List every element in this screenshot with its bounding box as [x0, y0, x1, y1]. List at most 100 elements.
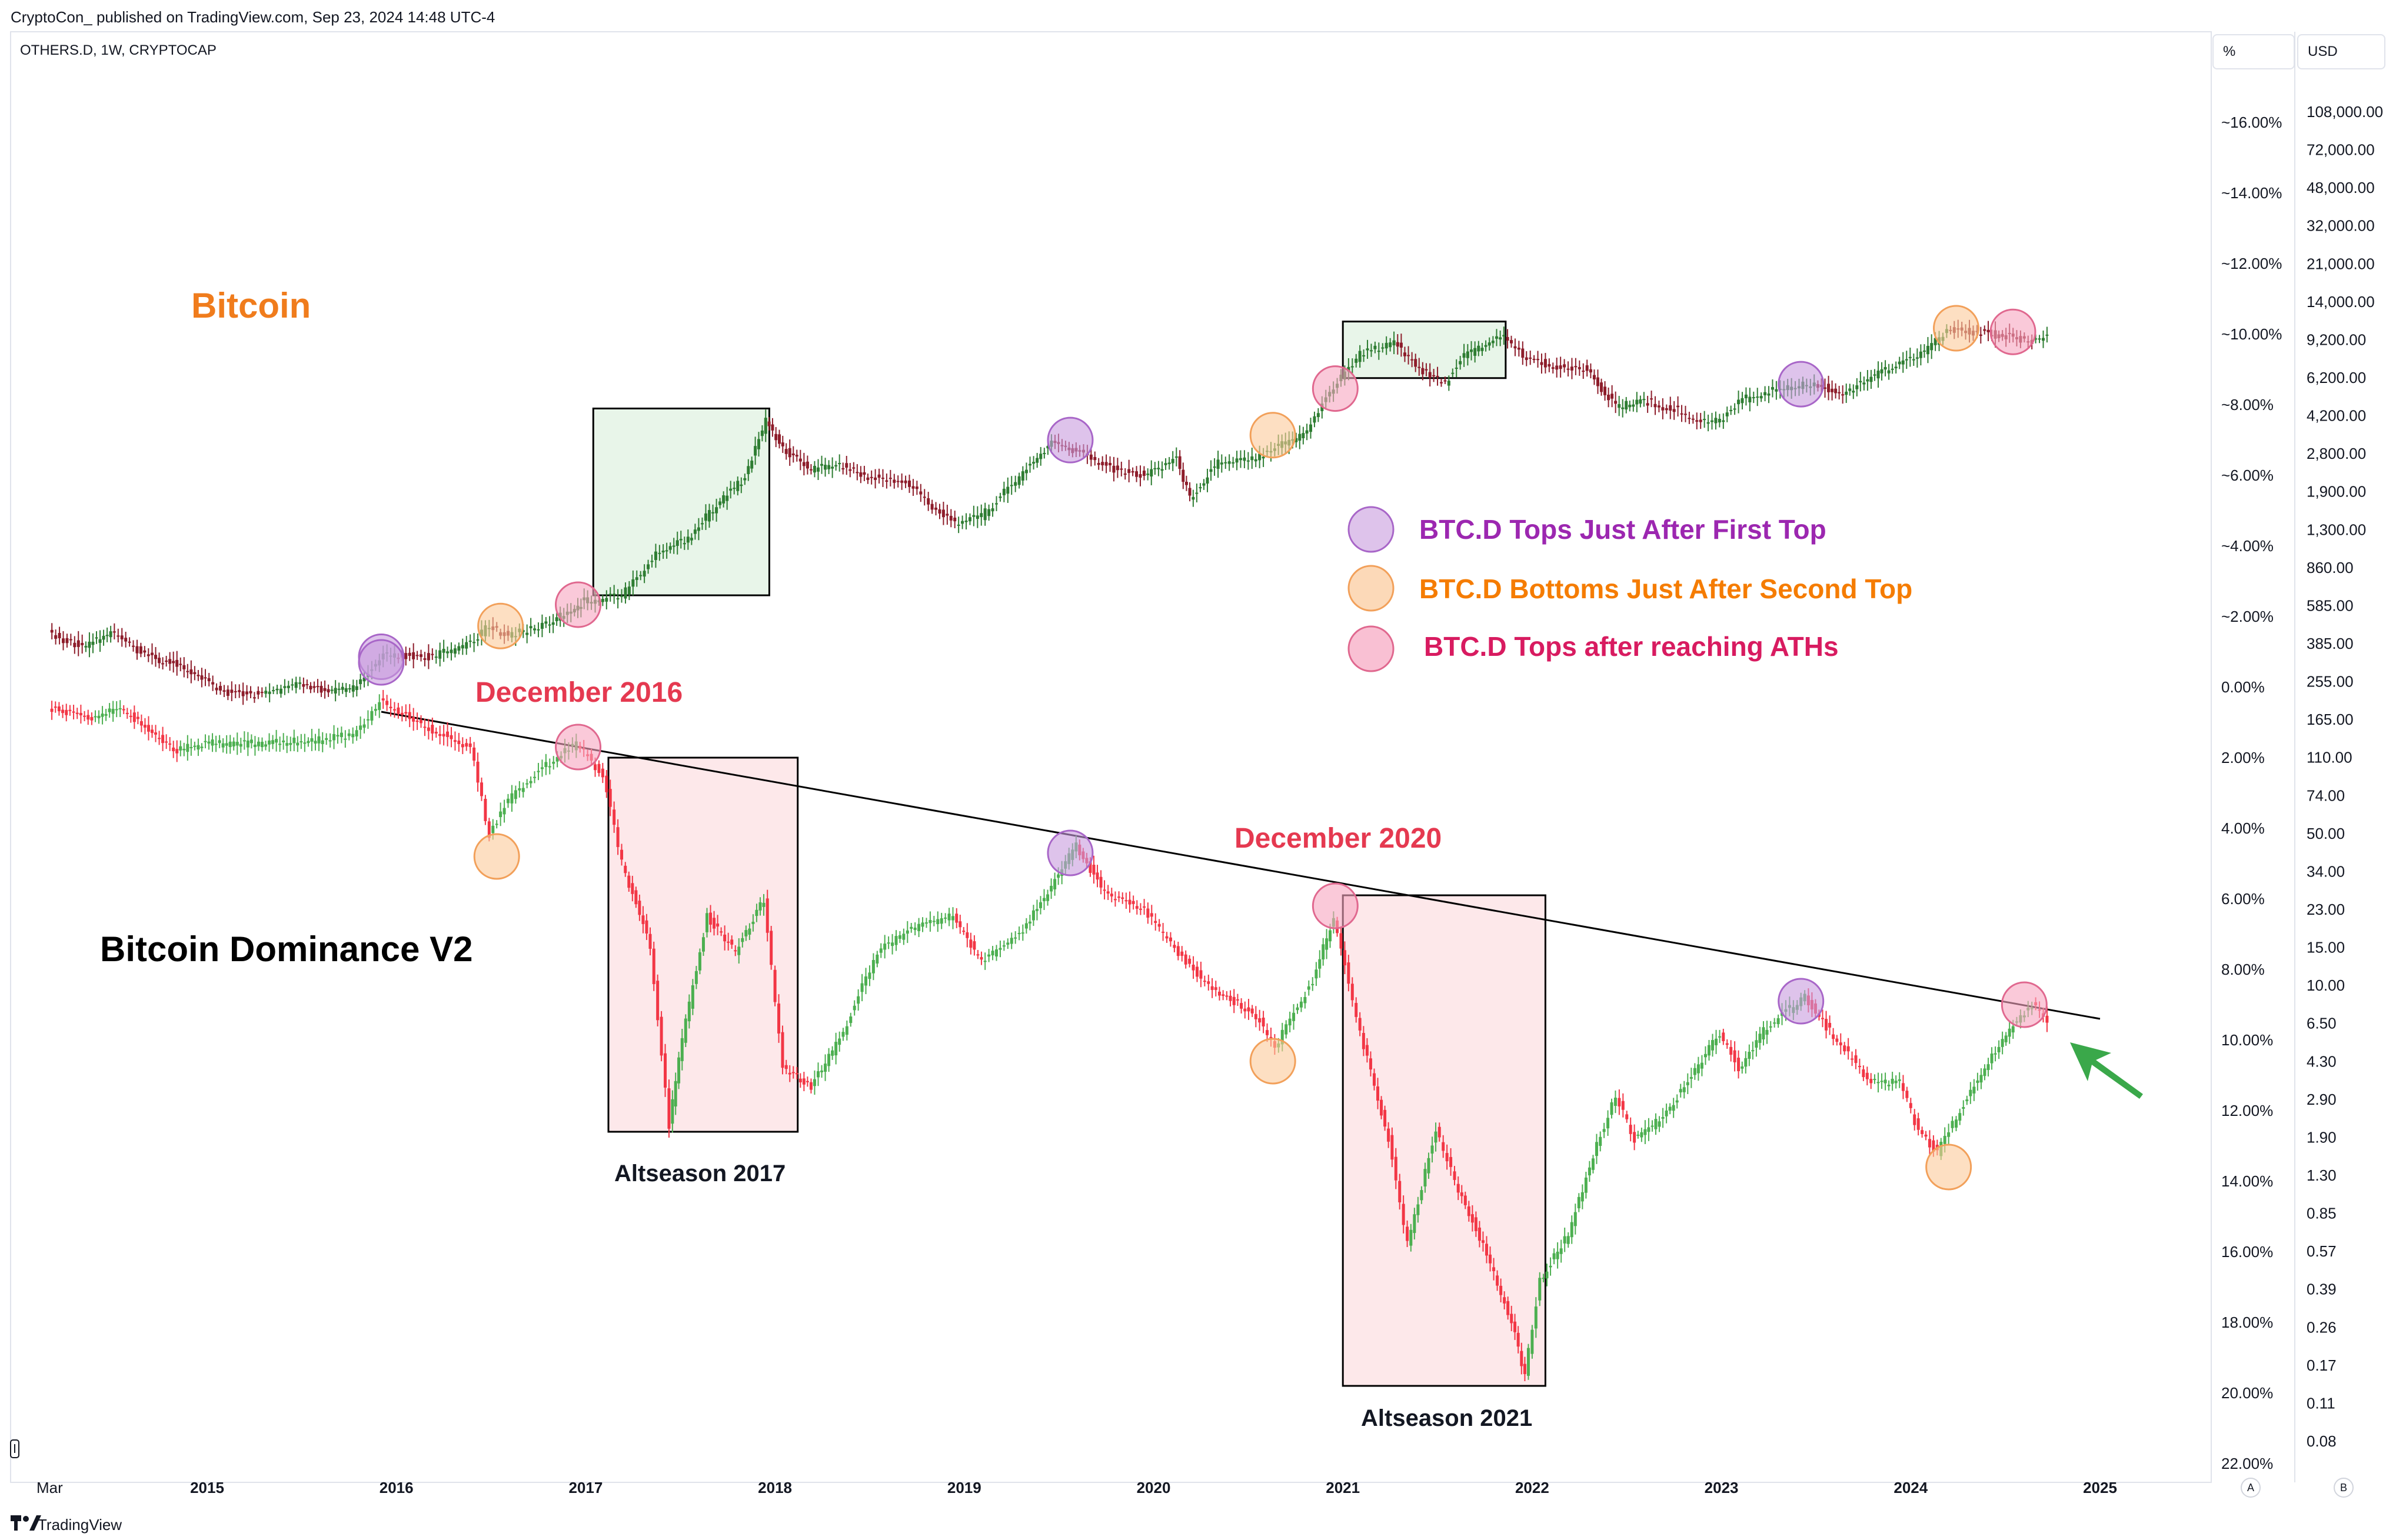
candle-body: [1924, 1134, 1928, 1137]
candle-body: [1146, 474, 1150, 475]
candle-body: [1407, 355, 1410, 356]
candle-body: [1160, 469, 1164, 471]
candle-body: [1506, 1301, 1510, 1315]
candle-body: [1017, 476, 1021, 485]
candle-body: [307, 741, 310, 744]
candle-body: [987, 954, 991, 957]
symbol-line[interactable]: OTHERS.D, 1W, CRYPTOCAP: [20, 42, 217, 58]
candle-body: [809, 469, 813, 471]
candle-body: [853, 1005, 856, 1011]
percent-axis[interactable]: ~16.00% ~14.00% ~12.00% ~10.00% ~8.00% ~6.00%…: [2221, 114, 2282, 1472]
candle-body: [648, 934, 652, 949]
candle-body: [1109, 462, 1112, 465]
candle-body: [1661, 407, 1665, 411]
currency-scale-button[interactable]: USD: [2297, 34, 2385, 69]
candle-body: [289, 743, 292, 745]
candle-body: [1021, 471, 1024, 481]
candle-body: [1046, 446, 1050, 449]
candle-body: [667, 1088, 671, 1129]
candle-body: [1313, 416, 1316, 423]
candle-body: [876, 954, 879, 964]
candle-body: [235, 742, 239, 746]
candle-body: [1607, 394, 1610, 401]
candle-body: [597, 764, 601, 774]
candle-body: [1741, 1066, 1744, 1069]
candle-body: [1269, 1036, 1273, 1038]
candle-body: [1103, 889, 1106, 891]
candle-body: [1389, 342, 1392, 348]
candle-body: [1621, 1101, 1625, 1110]
candle-body: [132, 645, 135, 647]
candle-body: [874, 477, 877, 480]
usd-axis[interactable]: 108,000.00 72,000.00 48,000.00 32,000.00 21,…: [2307, 103, 2383, 1450]
percent-scale-button[interactable]: %: [2212, 34, 2295, 69]
candle-body: [1199, 487, 1202, 489]
candle-body: [904, 480, 907, 484]
candle-body: [1582, 371, 1585, 372]
candle-body: [1873, 1079, 1876, 1081]
candle-body: [332, 734, 336, 741]
candle-body: [795, 455, 798, 457]
log-scale-button[interactable]: B: [2334, 1478, 2354, 1498]
candle-body: [1434, 1131, 1437, 1143]
candle-body: [268, 740, 271, 745]
candle-body: [215, 688, 218, 691]
candle-body: [1962, 1107, 1965, 1109]
candle-body: [593, 764, 597, 771]
candle-body: [1729, 409, 1733, 411]
percent-tick-label: ~4.00%: [2221, 537, 2274, 555]
candle-body: [83, 715, 86, 717]
candle-body: [1618, 404, 1621, 408]
candle-body: [1470, 349, 1473, 352]
candle-body: [1024, 469, 1028, 474]
candle-body: [766, 898, 769, 933]
usd-tick-label: 110.00: [2307, 749, 2352, 766]
candle-body: [1227, 461, 1231, 464]
candle-body: [1225, 995, 1229, 997]
candle-body: [774, 434, 778, 441]
candle-body: [1372, 1073, 1376, 1086]
time-axis[interactable]: Mar 2015 2016 2017 2018 2019 2020 2021 2022 2023 2…: [36, 1479, 2117, 1496]
candle-body: [1650, 1125, 1654, 1127]
candle-body: [1489, 1254, 1492, 1264]
candle-body: [1236, 999, 1239, 1001]
candle-body: [158, 658, 161, 664]
candle-body: [906, 930, 909, 934]
candle-body: [1894, 366, 1898, 369]
candle-body: [98, 639, 102, 643]
candle-body: [1540, 362, 1543, 365]
candle-body: [859, 472, 863, 477]
candle-body: [1869, 1079, 1873, 1084]
marker-pink-2: [555, 581, 602, 628]
candle-body: [1536, 359, 1540, 361]
candle-body: [427, 653, 430, 661]
percent-tick-label: 2.00%: [2221, 749, 2265, 766]
expand-icon[interactable]: [10, 1439, 19, 1458]
candle-body: [631, 883, 634, 894]
candle-body: [518, 788, 521, 791]
candle-body: [1570, 1222, 1573, 1238]
candle-body: [1972, 1086, 1976, 1094]
candle-body: [507, 798, 510, 804]
candle-body: [1859, 381, 1862, 382]
candle-body: [726, 495, 729, 501]
candle-body: [1767, 393, 1771, 396]
time-tick-label: 2022: [1515, 1479, 1549, 1496]
candle-body: [79, 712, 82, 716]
candle-body: [1934, 338, 1937, 345]
candle-body: [1983, 1068, 1986, 1076]
candle-body: [860, 983, 864, 992]
candle-body: [283, 686, 287, 688]
auto-scale-button[interactable]: A: [2241, 1478, 2261, 1498]
candle-body: [953, 517, 957, 522]
candle-body: [65, 709, 68, 715]
candle-body: [951, 916, 954, 921]
candle-body: [1729, 1046, 1733, 1055]
candle-body: [1017, 932, 1021, 934]
candle-body: [915, 486, 919, 489]
candle-body: [207, 678, 211, 682]
usd-tick-label: 255.00: [2307, 673, 2354, 691]
candle-body: [1113, 899, 1117, 901]
candle-body: [1718, 418, 1721, 423]
